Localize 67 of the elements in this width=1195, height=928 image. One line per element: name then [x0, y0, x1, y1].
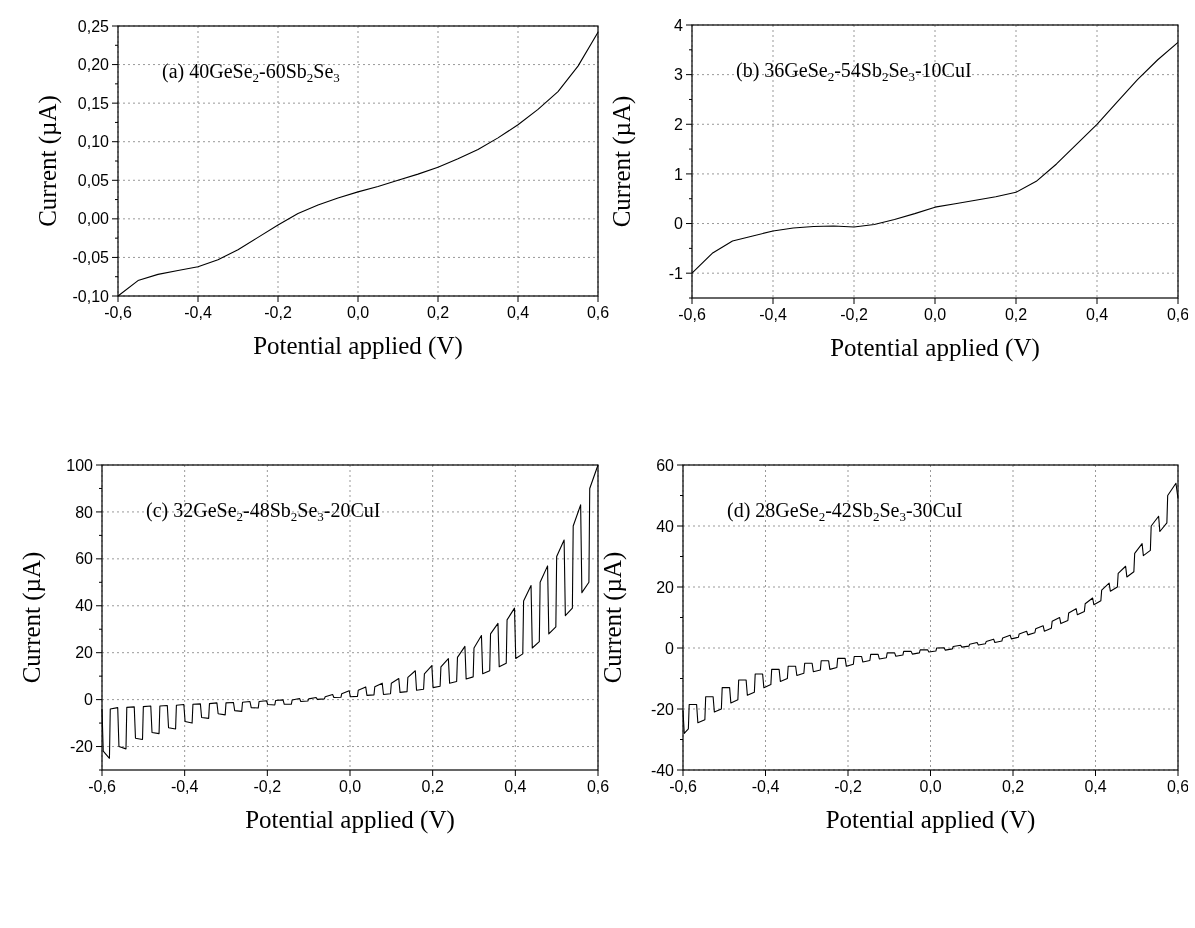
y-tick-label: 0,05 — [77, 171, 110, 189]
y-tick-label: 60 — [656, 456, 675, 474]
x-axis-title: Potential applied (V) — [825, 806, 1036, 834]
y-tick-label: 0,10 — [77, 133, 110, 151]
x-tick-label: -0,2 — [840, 306, 868, 323]
x-tick-label: 0,6 — [1166, 778, 1190, 795]
y-tick-label: 0 — [674, 215, 684, 233]
x-tick-label: -0,2 — [834, 778, 862, 795]
x-tick-label: -0,6 — [669, 778, 697, 795]
x-tick-label: 0,0 — [338, 778, 362, 795]
x-tick-label: 0,2 — [1004, 306, 1028, 323]
y-tick-label: 100 — [66, 456, 94, 474]
y-tick-label: -1 — [668, 264, 684, 282]
x-tick-label: -0,2 — [253, 778, 282, 795]
y-tick-label: 0,20 — [77, 56, 110, 74]
x-tick-label: -0,4 — [184, 304, 212, 321]
x-tick-label: -0,6 — [104, 304, 132, 321]
y-tick-label: 40 — [656, 517, 675, 535]
y-tick-label: -20 — [69, 738, 94, 756]
y-tick-label: 20 — [75, 644, 94, 662]
x-tick-label: -0,6 — [88, 778, 116, 795]
x-tick-label: 0,0 — [919, 778, 942, 795]
x-tick-label: -0,4 — [170, 778, 199, 795]
x-tick-label: 0,6 — [586, 778, 610, 795]
x-tick-label: -0,2 — [264, 304, 292, 321]
y-tick-label: 3 — [674, 66, 684, 84]
y-axis-title: Current (µA) — [608, 95, 636, 228]
x-tick-label: 0,4 — [1085, 306, 1109, 323]
x-tick-label: 0,0 — [923, 306, 947, 323]
y-tick-label: -20 — [650, 700, 675, 718]
y-tick-label: -0,10 — [72, 287, 110, 305]
y-tick-label: -40 — [650, 761, 675, 779]
y-tick-label: 1 — [674, 165, 684, 183]
x-axis-title: Potential applied (V) — [245, 806, 455, 834]
x-tick-label: 0,2 — [1001, 778, 1025, 795]
x-tick-label: 0,4 — [504, 778, 527, 795]
x-tick-label: -0,4 — [751, 778, 780, 795]
x-tick-label: 0,6 — [586, 304, 610, 321]
y-tick-label: 0 — [665, 639, 675, 657]
y-tick-label: 80 — [75, 503, 94, 521]
y-tick-label: 4 — [674, 16, 684, 34]
y-axis-title: Current (µA) — [18, 551, 46, 684]
x-tick-label: 0,4 — [506, 304, 530, 321]
x-tick-label: 0,2 — [426, 304, 450, 321]
x-tick-label: -0,4 — [759, 306, 787, 323]
x-tick-label: 0,0 — [346, 304, 370, 321]
text: (b) 36GeSe$_{2}$-54Sb$_{2}$Se$_{3}$-10CuI — [736, 59, 972, 84]
x-axis-title: Potential applied (V) — [830, 334, 1040, 362]
y-tick-label: 60 — [75, 550, 94, 568]
y-tick-label: 20 — [656, 578, 675, 596]
y-tick-label: -0,05 — [72, 249, 110, 267]
y-tick-label: 0 — [84, 691, 94, 709]
x-tick-label: -0,6 — [678, 306, 706, 323]
text: (c) 32GeSe$_{2}$-48Sb$_{2}$Se$_{3}$-20CuI — [146, 499, 381, 524]
y-tick-label: 0,25 — [77, 17, 110, 35]
y-tick-label: 0,15 — [77, 94, 110, 112]
y-tick-label: 2 — [674, 115, 684, 133]
x-tick-label: 0,2 — [421, 778, 444, 795]
y-axis-title: Current (µA) — [34, 95, 62, 227]
x-tick-label: 0,6 — [1166, 306, 1190, 323]
text: (a) 40GeSe$_{2}$-60Sb$_{2}$Se$_{3}$ — [162, 60, 340, 85]
y-axis-title: Current (µA) — [599, 551, 627, 684]
y-tick-label: 40 — [75, 597, 94, 615]
x-tick-label: 0,4 — [1084, 778, 1107, 795]
x-axis-title: Potential applied (V) — [253, 332, 463, 360]
text: (d) 28GeSe$_{2}$-42Sb$_{2}$Se$_{3}$-30CuI — [727, 499, 963, 524]
y-tick-label: 0,00 — [77, 210, 110, 228]
